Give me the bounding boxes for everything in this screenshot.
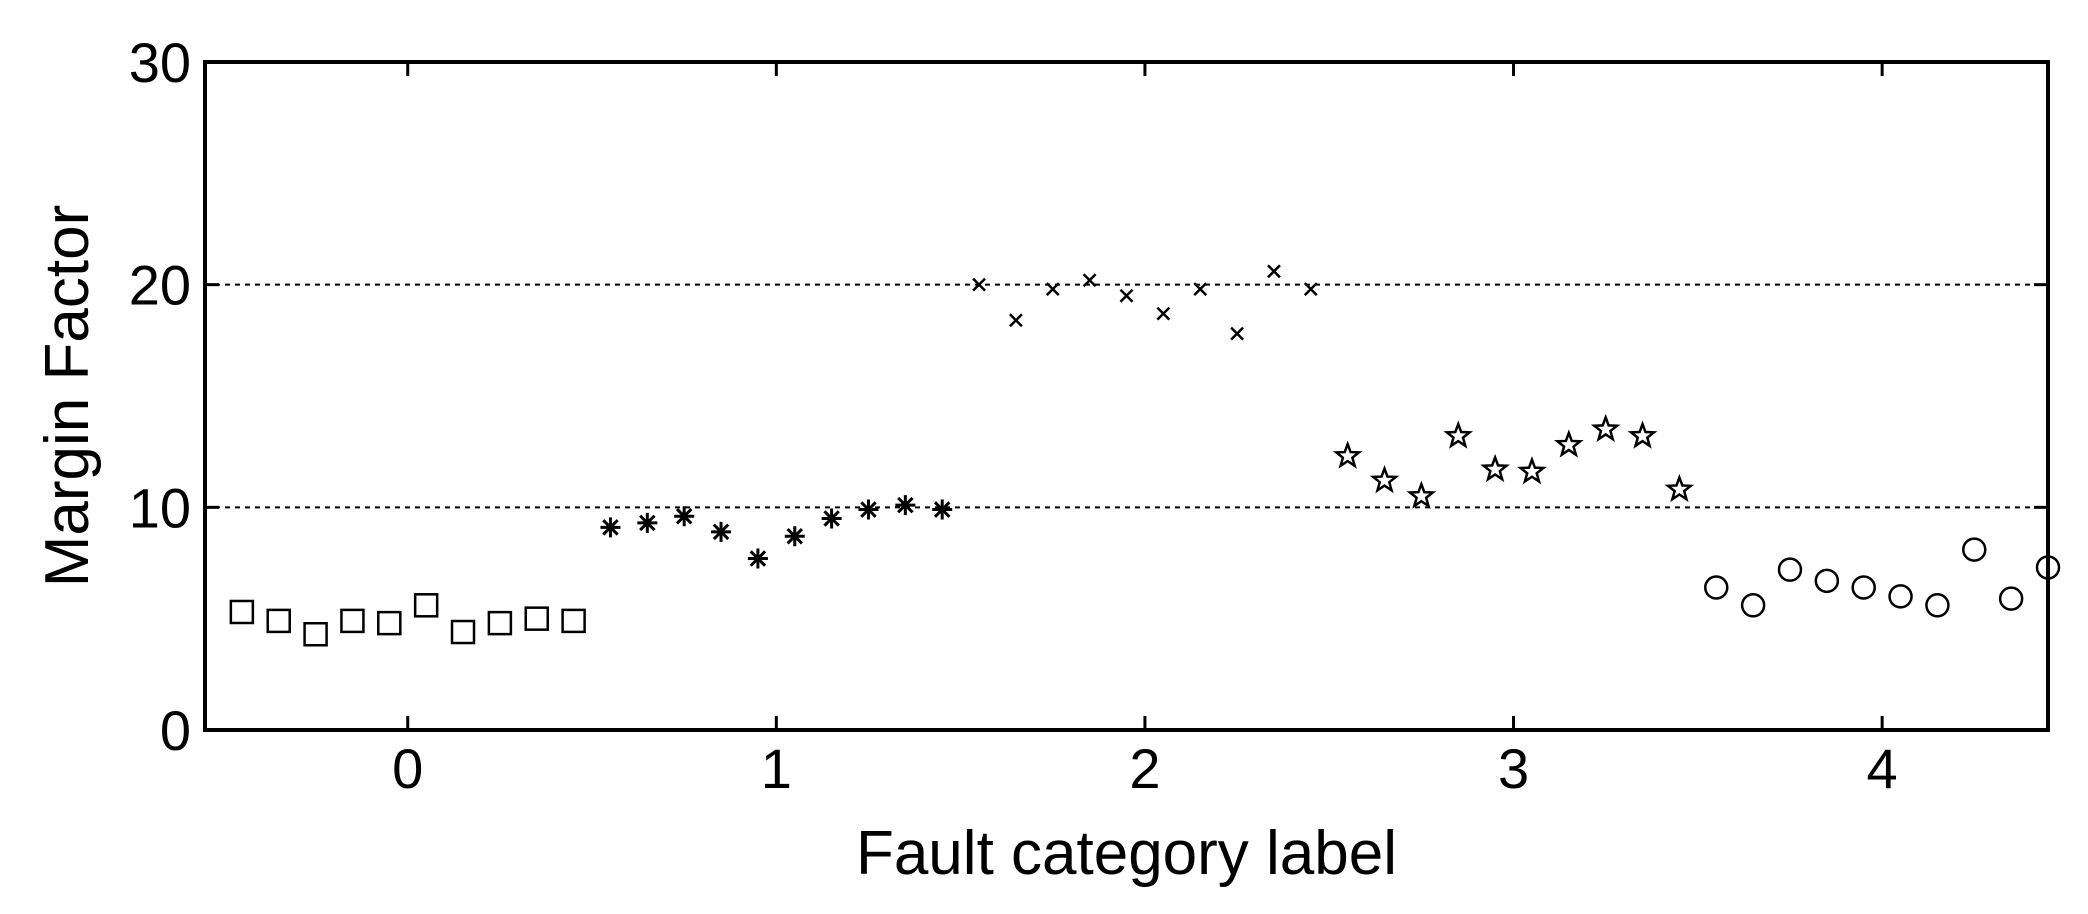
data-point-x [1267,264,1281,279]
data-point-asterisk [674,506,695,527]
data-point-asterisk [858,499,879,520]
y-tick-label: 30 [129,31,191,94]
data-point-asterisk [637,512,658,533]
x-tick-label: 0 [392,737,423,800]
data-point-asterisk [600,517,621,538]
data-point-circle [1814,568,1840,594]
x-tick-label: 2 [1129,737,1160,800]
data-point-x [1045,282,1060,297]
data-point-x [972,277,986,292]
data-point-pentagram [1369,465,1400,494]
data-point-pentagram [1406,480,1437,509]
data-point-square [413,593,439,618]
y-tick-label: 20 [129,254,191,317]
data-point-asterisk [821,508,842,529]
plot-frame [203,60,2050,732]
data-point-square [229,599,255,625]
data-point-pentagram [1664,473,1695,503]
data-point-asterisk [932,499,953,520]
data-point-asterisk [711,521,732,542]
data-point-square [450,619,476,645]
data-point-pentagram [1480,453,1510,483]
y-tick-label: 10 [129,476,191,539]
reference-lines [205,283,2048,509]
data-point-circle [1740,593,1766,618]
data-point-square [303,622,328,647]
data-point-x [1082,273,1097,288]
data-point-x [1303,282,1318,297]
data-point-square [487,610,513,636]
data-point-circle [1962,537,1987,562]
data-point-pentagram [1443,420,1474,449]
data-point-pentagram [1517,456,1547,485]
data-point-square [561,608,586,634]
data-point-pentagram [1332,440,1363,469]
x-tick-label: 1 [761,737,792,800]
data-point-square [266,608,291,634]
data-point-x [1156,306,1171,321]
data-point-x [1193,282,1208,297]
data-point-asterisk [895,495,916,516]
data-point-circle [1925,593,1950,618]
data-point-circle [1704,575,1729,600]
data-point-pentagram [1590,413,1621,443]
data-point-circle [1888,584,1913,609]
x-tick-label: 3 [1498,737,1529,800]
x-tick-label: 4 [1867,737,1898,800]
data-point-x [1119,288,1134,303]
data-point-square [524,606,549,631]
data-point-asterisk [784,526,805,547]
data-point-x [1009,313,1023,328]
data-point-circle [1777,557,1803,582]
data-point-square [340,608,365,634]
data-point-circle [1998,586,2024,611]
data-point-asterisk [747,548,768,569]
x-axis-title: Fault category label [856,819,1397,888]
data-point-circle [1851,575,1876,600]
data-point-x [1230,326,1244,341]
data-point-pentagram [1553,429,1584,458]
tick-labels: 0 1 2 3 4 0 10 20 30 [129,31,1898,800]
y-axis-title: Margin Factor [33,205,102,587]
y-tick-label: 0 [160,699,191,762]
data-markers [229,264,2061,647]
axis-ticks [205,60,2048,732]
data-point-square [377,610,402,636]
data-point-pentagram [1627,420,1658,449]
